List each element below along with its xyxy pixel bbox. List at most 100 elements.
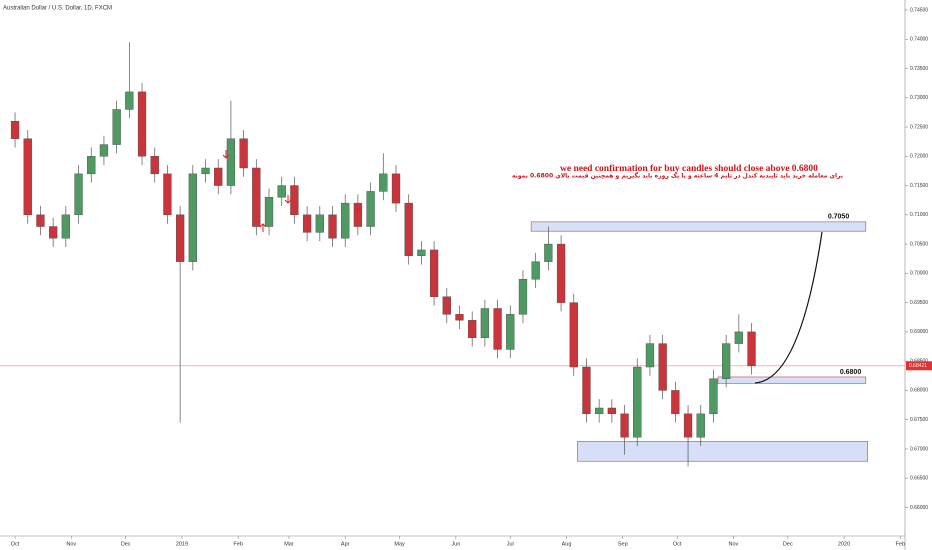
marks: 0.74500 0.74000 0.73500 0.73000 0.72500 0.720… [0,7,932,547]
y-tick-label: 0.70000 [910,271,928,277]
signal-arrow [222,150,230,159]
y-tick-label: 0.73500 [910,66,928,72]
projection-arrow [754,231,823,384]
candle-body [99,144,109,157]
candle-body [429,249,439,297]
candle-body [442,296,451,315]
y-tick-label: 0.74000 [910,37,928,43]
x-tick-label: Aug [562,541,572,547]
candle-body [493,308,502,350]
y-tick-label: 0.66500 [910,476,928,482]
y-tick-label: 0.71000 [910,212,928,218]
y-tick-label: 0.67000 [910,446,928,452]
candle-body [569,302,578,368]
candle-body [23,138,32,216]
candle-body [455,314,464,321]
candle-body [341,202,350,239]
candle-body [112,109,121,145]
candle-body [175,214,185,262]
candle-body [582,366,591,415]
candle-body [696,413,705,438]
candle-body [671,390,680,415]
candle-body [645,343,655,368]
candle-body [404,202,413,256]
x-tick-label: Apr [341,541,350,547]
x-tick-label: Oct [673,541,682,547]
x-tick-label: Nov [66,541,76,547]
candle-body [214,167,223,186]
candle-body [518,279,528,315]
x-tick-label: Nov [729,541,739,547]
x-tick-label: 2019 [176,541,188,547]
x-tick-label: May [394,541,405,547]
candle-body [10,120,20,139]
candle-body [302,214,312,233]
y-tick-label: 0.73000 [910,95,928,101]
candle-body [531,261,540,280]
x-tick-label: 2020 [838,541,850,547]
candle-body [61,214,70,239]
candle-body [290,185,299,216]
y-tick-label: 0.72000 [910,154,928,160]
chart-title: Australian Dollar / U.S. Dollar, 1D, FXC… [3,6,112,12]
candle-body [468,319,477,338]
candle-body [556,243,566,303]
zone [577,441,868,462]
candle-body [49,226,58,239]
y-tick-label: 0.72500 [910,124,928,130]
candle-body [734,331,743,344]
candle-body [150,156,159,175]
x-tick-label: Feb [896,541,905,547]
signal-arrow [259,223,267,232]
annotation: we need confirmation for buy candles sho… [560,164,818,174]
x-tick-label: Feb [233,541,242,547]
x-tick-label: Dec [783,541,793,547]
signal-arrow [354,207,362,216]
candle-body [683,413,693,438]
x-tick-label: Jun [451,541,460,547]
signal-arrow [284,195,292,204]
candle-body [544,243,553,262]
candle-body [74,173,83,216]
y-tick-label: 0.69000 [910,329,928,335]
y-tick-label: 0.74500 [910,7,928,13]
y-tick-label: 0.71500 [910,183,928,189]
candle-body [137,91,147,157]
last-price-box [906,361,932,371]
candle-body [417,249,426,256]
candle-body [366,191,375,227]
last-price-label: 0.68421 [909,363,927,369]
y-tick-label: 0.67500 [910,417,928,423]
x-tick-label: Sep [618,541,628,547]
x-tick-label: Jul [507,541,514,547]
zone [717,376,867,384]
candle-body [315,214,324,233]
candle-body [252,167,261,227]
x-tick-label: Oct [11,541,20,547]
candle-body [620,413,629,438]
candle-body [658,343,667,391]
candle-body [201,167,210,175]
candle-body [328,214,337,239]
candle-body [607,407,616,415]
candle-body [633,366,642,438]
y-tick-label: 0.68000 [910,388,928,394]
zone [530,221,867,232]
y-tick-label: 0.70500 [910,241,928,247]
annotation: براي معامله خريد بايد تاييديه كندل در تا… [512,172,843,180]
candle-body [379,173,388,192]
x-tick-label: Dec [121,541,131,547]
candle-body [163,173,172,216]
candle-body [747,331,756,367]
candle-body [277,185,286,198]
candle-body [239,138,248,169]
candle-body [709,378,718,415]
candle-body [125,91,134,110]
candle-body [226,138,236,186]
candle-body [480,308,490,338]
y-tick-label: 0.66000 [910,505,928,511]
candle-body [391,173,401,204]
candle-body [188,173,197,262]
